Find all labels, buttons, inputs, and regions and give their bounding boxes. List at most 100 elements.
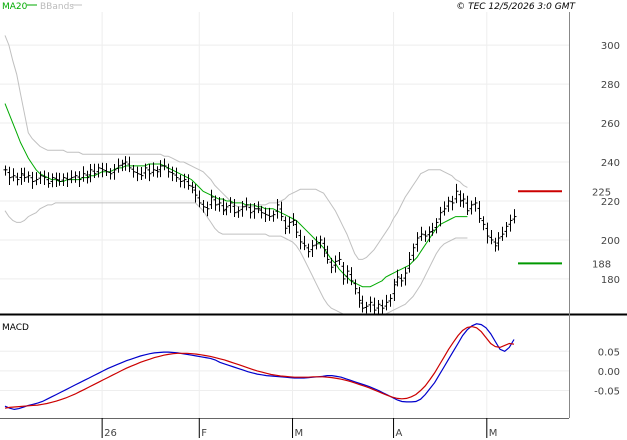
price-bar xyxy=(244,197,249,211)
price-bar xyxy=(287,216,292,234)
price-bar xyxy=(485,222,490,244)
price-bar xyxy=(360,295,365,313)
price-bar xyxy=(353,279,358,295)
price-panel-bg xyxy=(0,12,569,314)
price-bar xyxy=(372,297,377,315)
price-bars xyxy=(3,156,517,316)
price-bar xyxy=(271,210,276,222)
level-annotations: 225 188 xyxy=(518,187,611,270)
price-bar xyxy=(127,156,132,173)
price-bar xyxy=(318,235,323,249)
price-bar xyxy=(493,237,498,252)
price-bar xyxy=(112,163,117,180)
price-bar xyxy=(329,257,334,274)
price-bar xyxy=(92,163,97,179)
macd-grid xyxy=(0,316,569,418)
bbands-lower-line xyxy=(4,202,468,315)
price-y-axis: 180 200 220 240 260 280 300 xyxy=(601,41,620,286)
copyright: © TEC 12/5/2026 3:0 GMT xyxy=(456,2,576,12)
price-bar xyxy=(221,198,226,216)
price-bar xyxy=(481,216,486,231)
price-bar xyxy=(224,202,229,216)
legend-ma20: MA20 xyxy=(2,2,28,12)
price-bar xyxy=(42,170,47,186)
price-bar xyxy=(104,163,109,177)
price-y-tick-label: 280 xyxy=(601,80,620,91)
price-bar xyxy=(34,172,39,186)
price-bar xyxy=(213,195,218,211)
price-bar xyxy=(57,172,62,186)
price-bar xyxy=(116,158,121,173)
macd-panel: MACD 0.05 0.00 -0.05 xyxy=(0,316,620,418)
macd-y-tick-label: 0.00 xyxy=(598,367,620,378)
price-bar xyxy=(345,265,350,284)
price-bar xyxy=(411,243,416,262)
price-bar xyxy=(228,197,233,213)
price-bar xyxy=(7,166,12,186)
price-bar xyxy=(30,171,35,189)
price-bar xyxy=(450,195,455,211)
resistance-label: 225 xyxy=(592,187,611,198)
price-y-tick-label: 200 xyxy=(601,236,620,247)
price-bar xyxy=(489,230,494,245)
price-bar xyxy=(100,162,105,178)
x-tick-label: A xyxy=(396,428,403,439)
price-bar xyxy=(294,220,299,239)
legend-bbands: BBands xyxy=(40,2,74,12)
price-bar xyxy=(469,200,474,215)
price-bar xyxy=(77,171,82,187)
price-bar xyxy=(69,170,74,184)
price-bar xyxy=(279,201,284,221)
price-bar xyxy=(197,190,202,208)
price-bar xyxy=(380,299,385,316)
price-bar xyxy=(267,207,272,221)
price-bar xyxy=(399,274,404,287)
price-bar xyxy=(512,209,517,224)
price-y-tick-label: 260 xyxy=(601,119,620,130)
price-bar xyxy=(461,193,466,208)
price-bar xyxy=(368,296,373,313)
price-bar xyxy=(248,203,253,219)
macd-y-tick-label: 0.05 xyxy=(598,347,620,358)
price-bar xyxy=(333,255,338,273)
x-tick-label: M xyxy=(295,428,304,439)
price-bar xyxy=(193,184,198,203)
price-bar xyxy=(298,229,303,250)
price-bar xyxy=(15,172,20,186)
price-bar xyxy=(19,167,24,185)
price-bar xyxy=(108,168,113,180)
macd-y-tick-label: -0.05 xyxy=(594,387,620,398)
price-bar xyxy=(46,172,51,188)
price-bar xyxy=(310,239,315,258)
price-bar xyxy=(376,299,381,314)
price-bar xyxy=(155,166,160,178)
price-bar xyxy=(232,198,237,217)
price-bar xyxy=(388,294,393,307)
price-bar xyxy=(434,218,439,234)
price-bar xyxy=(364,301,369,314)
price-bar xyxy=(38,171,43,185)
price-bar xyxy=(22,167,27,182)
price-bar xyxy=(205,201,210,217)
price-bar xyxy=(120,159,125,172)
price-bar xyxy=(477,200,482,223)
price-bar xyxy=(135,166,140,182)
price-bar xyxy=(178,174,183,188)
price-bar xyxy=(190,181,195,194)
price-bar xyxy=(341,261,346,285)
price-bar xyxy=(26,171,31,183)
price-bar xyxy=(209,189,214,209)
price-bar xyxy=(384,294,389,311)
price-bar xyxy=(54,172,59,187)
signal-line xyxy=(4,325,515,409)
price-bar xyxy=(430,222,435,236)
price-bar xyxy=(504,222,509,238)
price-y-tick-label: 180 xyxy=(601,275,620,286)
x-axis: 26 F M A M xyxy=(101,418,497,439)
price-bar xyxy=(174,167,179,182)
price-bar xyxy=(151,162,156,177)
price-bar xyxy=(201,200,206,213)
price-bar xyxy=(256,201,261,214)
price-bar xyxy=(123,156,128,171)
